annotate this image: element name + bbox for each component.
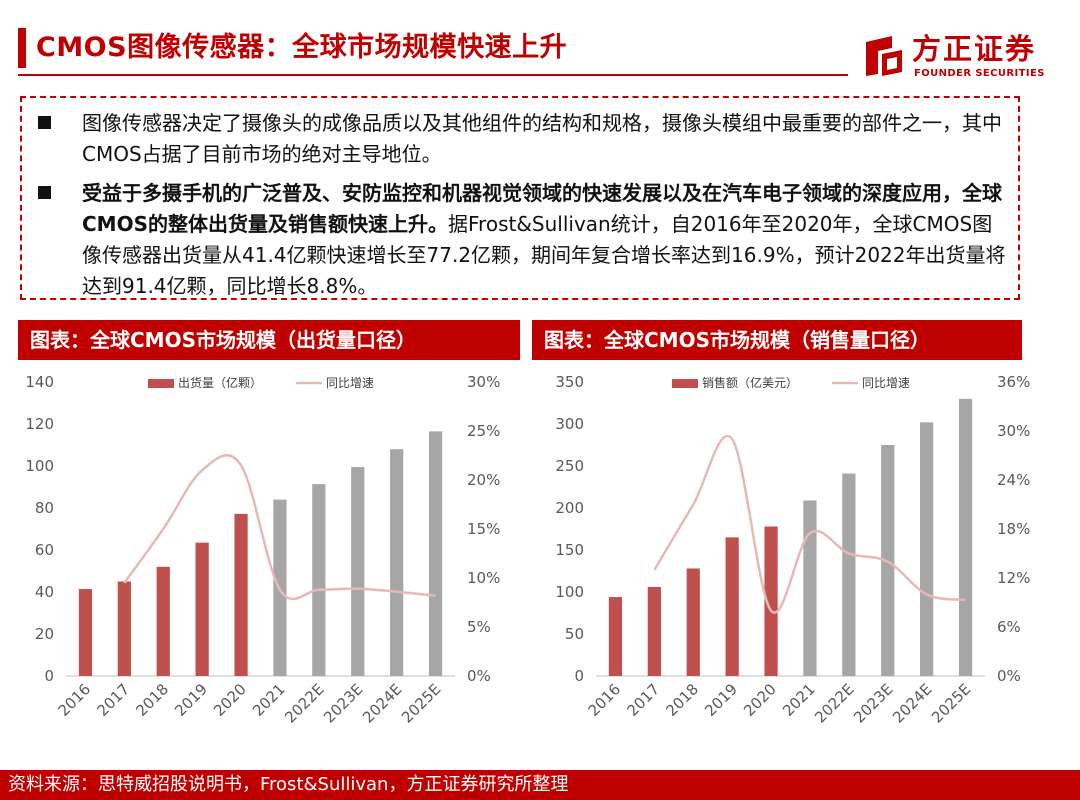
title-underline <box>18 74 848 76</box>
chart-title-shipments: 图表：全球CMOS市场规模（出货量口径） <box>18 320 520 360</box>
x-axis-tick-label: 2018 <box>132 680 172 720</box>
growth-rate-line <box>123 454 436 601</box>
y-axis-tick-label: 140 <box>25 373 54 391</box>
x-axis-tick-label: 2019 <box>701 680 741 720</box>
x-axis-tick-label: 2020 <box>740 680 780 720</box>
shipments-chart: 0 20 40 60 80 100 120 140 0% 5% 10% 15% 20% 25% 30% 201… <box>25 373 500 727</box>
x-axis-tick-label: 2018 <box>662 680 702 720</box>
x-axis-tick-label: 2022E <box>811 680 857 726</box>
x-axis-tick-label: 2017 <box>93 680 133 720</box>
x-axis-tick-label: 2024E <box>359 680 405 726</box>
y2-axis-tick-label: 24% <box>997 471 1030 489</box>
y2-axis-tick-label: 36% <box>997 373 1030 391</box>
x-axis-tick-label: 2025E <box>928 680 974 726</box>
bar <box>428 431 443 676</box>
legend-bar-swatch <box>672 379 698 388</box>
y-axis-tick-label: 300 <box>555 415 584 433</box>
x-axis-tick-label: 2022E <box>281 680 327 726</box>
x-axis-tick-label: 2024E <box>889 680 935 726</box>
bar <box>195 542 209 676</box>
y-axis-tick-label: 100 <box>555 583 584 601</box>
y2-axis-tick-label: 6% <box>997 618 1021 636</box>
bar <box>647 586 661 676</box>
bar <box>958 398 973 676</box>
y-axis-tick-label: 20 <box>35 625 54 643</box>
bar <box>764 526 778 676</box>
title-accent-bar <box>18 28 26 68</box>
sales-chart: 0 50 100 150 200 250 300 350 0% 6% 12% 18% 24% 30% 36%… <box>555 373 1030 727</box>
legend-bar-label: 出货量（亿颗） <box>178 375 262 390</box>
y-axis-tick-label: 120 <box>25 415 54 433</box>
bar <box>390 449 404 676</box>
bullet-bold-text: 受益于多摄手机的广泛普及、安防监控和机器视觉领域的快速发展以及在汽车电子领域的深… <box>82 181 1002 236</box>
bullet-plain-text: 据Frost&Sullivan统计，自2016年至2020年，全球CMOS图像传… <box>82 212 1006 298</box>
growth-rate-line <box>653 434 966 614</box>
y2-axis-tick-label: 30% <box>467 373 500 391</box>
bar <box>920 422 934 676</box>
y-axis-tick-label: 0 <box>44 667 54 685</box>
x-axis-tick-label: 2025E <box>398 680 444 726</box>
y2-axis-tick-label: 30% <box>997 422 1030 440</box>
bar <box>312 484 326 676</box>
x-axis-tick-label: 2020 <box>210 680 250 720</box>
bar <box>117 581 131 676</box>
x-axis-tick-label: 2017 <box>623 680 663 720</box>
bar <box>608 597 623 676</box>
y2-axis-tick-label: 0% <box>997 667 1021 685</box>
y-axis-tick-label: 60 <box>35 541 54 559</box>
logo-mark-icon <box>866 36 902 76</box>
y2-axis-tick-label: 18% <box>997 520 1030 538</box>
logo-text-en: FOUNDER SECURITIES <box>914 68 1045 79</box>
legend-line-label: 同比增速 <box>326 376 374 390</box>
y-axis-tick-label: 0 <box>574 667 584 685</box>
y-axis-tick-label: 40 <box>35 583 54 601</box>
y2-axis-tick-label: 5% <box>467 618 491 636</box>
summary-box: 图像传感器决定了摄像头的成像品质以及其他组件的结构和规格，摄像头模组中最重要的部… <box>20 96 1020 300</box>
y2-axis-tick-label: 0% <box>467 667 491 685</box>
y2-axis-tick-label: 12% <box>997 569 1030 587</box>
y-axis-tick-label: 150 <box>555 541 584 559</box>
x-axis-tick-label: 2023E <box>850 680 896 726</box>
bar <box>156 566 170 676</box>
bullet-square-icon <box>38 116 51 129</box>
source-footer: 资料来源：思特威招股说明书，Frost&Sullivan，方正证券研究所整理 <box>0 770 1080 800</box>
bullet-text: 图像传感器决定了摄像头的成像品质以及其他组件的结构和规格，摄像头模组中最重要的部… <box>82 111 1002 166</box>
bar <box>803 500 817 676</box>
x-axis-tick-label: 2023E <box>320 680 366 726</box>
legend-line-label: 同比增速 <box>862 376 910 390</box>
y2-axis-tick-label: 15% <box>467 520 500 538</box>
x-axis-tick-label: 2016 <box>585 680 625 720</box>
logo-text-cn: 方正证券 <box>912 32 1037 66</box>
chart-title-sales: 图表：全球CMOS市场规模（销售量口径） <box>532 320 1022 360</box>
bar <box>842 473 856 676</box>
bullet-text: 受益于多摄手机的广泛普及、安防监控和机器视觉领域的快速发展以及在汽车电子领域的深… <box>82 178 1012 302</box>
y-axis-tick-label: 250 <box>555 457 584 475</box>
y-axis-tick-label: 350 <box>555 373 584 391</box>
y2-axis-tick-label: 10% <box>467 569 500 587</box>
y-axis-tick-label: 200 <box>555 499 584 517</box>
bar <box>725 537 739 676</box>
bullet-square-icon <box>38 186 51 199</box>
page-title: CMOS图像传感器：全球市场规模快速上升 <box>36 32 568 63</box>
bar <box>78 589 93 676</box>
y-axis-tick-label: 100 <box>25 457 54 475</box>
bar <box>351 467 365 676</box>
y2-axis-tick-label: 20% <box>467 471 500 489</box>
founder-securities-logo: 方正证券 FOUNDER SECURITIES <box>862 32 1072 82</box>
y-axis-tick-label: 50 <box>565 625 584 643</box>
x-axis-tick-label: 2019 <box>171 680 211 720</box>
x-axis-tick-label: 2016 <box>55 680 95 720</box>
y-axis-tick-label: 80 <box>35 499 54 517</box>
legend-bar-label: 销售额（亿美元） <box>702 375 798 390</box>
y2-axis-tick-label: 25% <box>467 422 500 440</box>
bar <box>234 513 248 676</box>
bar <box>686 568 700 676</box>
legend-bar-swatch <box>148 379 174 388</box>
